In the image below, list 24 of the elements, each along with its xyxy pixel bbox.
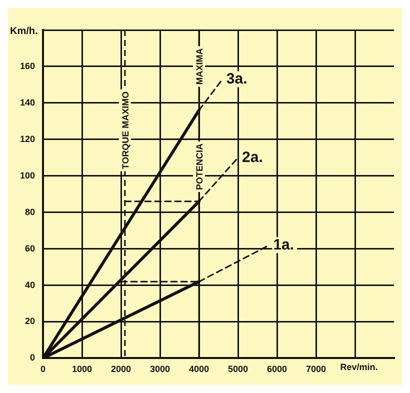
- y-tick-label: 20: [25, 316, 36, 326]
- x-tick-label: 7000: [306, 364, 326, 374]
- x-tick-label: 3000: [150, 364, 170, 374]
- x-axis-title: Rev/min.: [340, 362, 378, 372]
- x-tick-label: 0: [40, 364, 46, 374]
- y-tick-label: 140: [20, 97, 36, 108]
- x-tick-label: 2000: [110, 364, 132, 374]
- y-tick-label: 0: [30, 352, 36, 363]
- y-tick-label: 80: [25, 206, 36, 217]
- text: POTENCIA MAXIMA: [194, 48, 205, 190]
- text: 3a.: [226, 70, 248, 88]
- x-tick-label: 5000: [228, 364, 248, 374]
- y-tick-label: 60: [25, 243, 36, 254]
- ref-line-label: TORQUE MAXIMO: [120, 91, 130, 170]
- y-tick-label: 40: [25, 280, 36, 290]
- y-tick-label: 100: [20, 170, 36, 180]
- x-tick-label: 1000: [72, 364, 92, 374]
- text: 2a.: [242, 148, 263, 166]
- y-tick-label: 120: [20, 134, 36, 144]
- x-tick-label: 6000: [266, 364, 288, 374]
- y-tick-label: 160: [20, 60, 36, 71]
- text: 1a.: [273, 236, 294, 254]
- x-tick-label: 4000: [188, 364, 210, 374]
- y-axis-title: Km/h.: [10, 26, 38, 37]
